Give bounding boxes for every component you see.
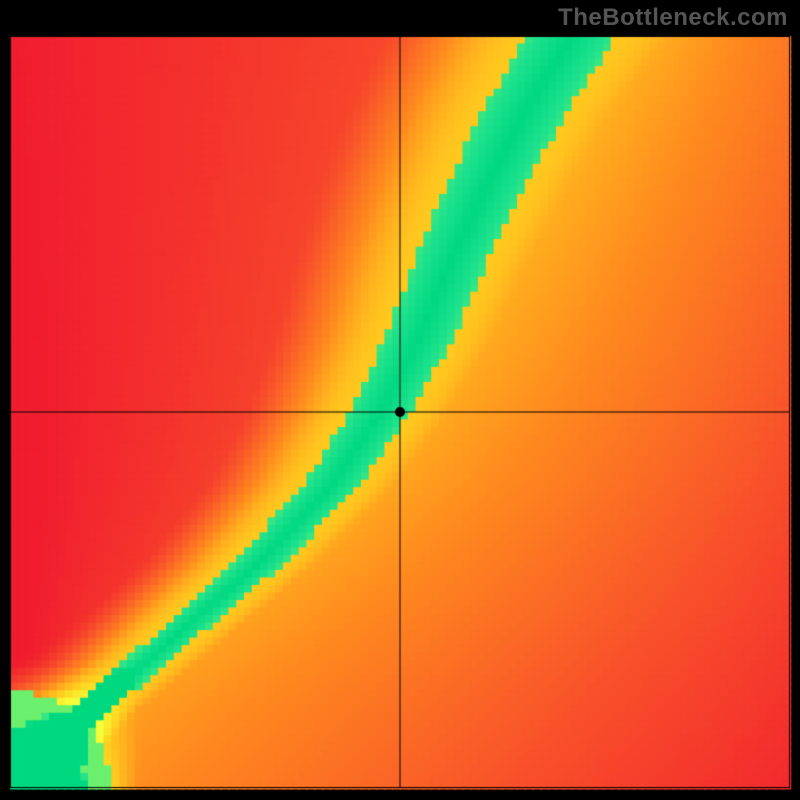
watermark-label: TheBottleneck.com (558, 4, 788, 32)
chart-container: TheBottleneck.com (0, 0, 800, 800)
heatmap-canvas (0, 0, 800, 800)
